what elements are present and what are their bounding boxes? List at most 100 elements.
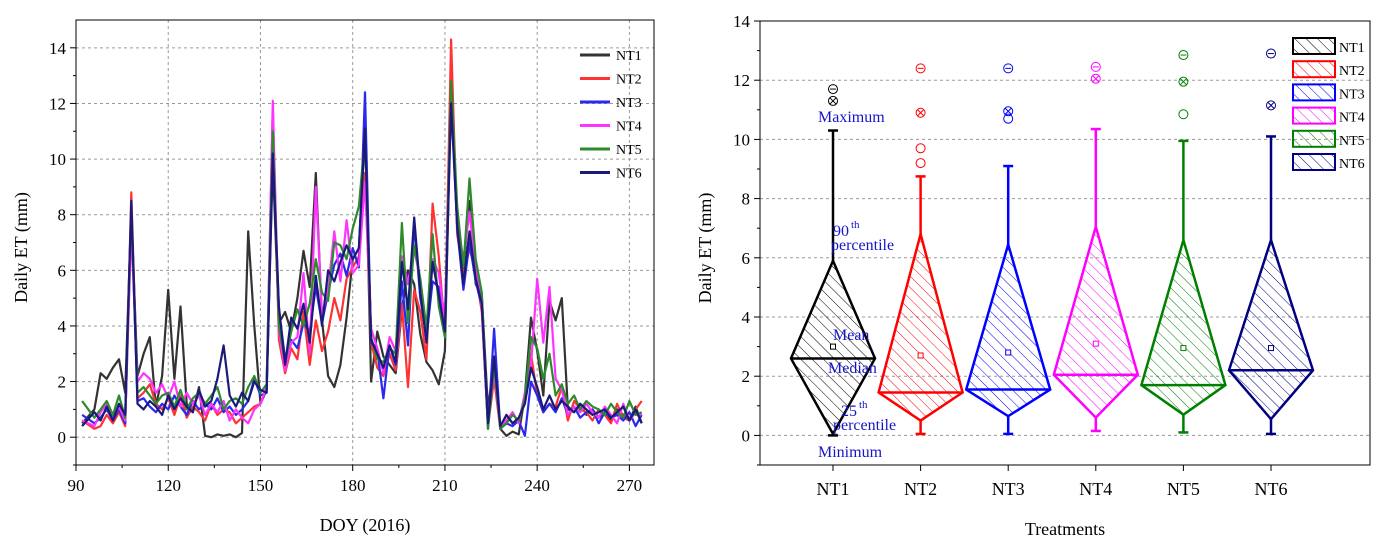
- y-tick-label: 0: [742, 426, 751, 445]
- outlier-point-nt6: [1266, 100, 1276, 111]
- outlier-point-nt1: [828, 95, 838, 106]
- legend-label-nt3: NT3: [616, 96, 642, 111]
- legend-label-nt5: NT5: [616, 143, 642, 158]
- x-axis-label: Treatments: [1025, 519, 1105, 539]
- outlier-mark: [1180, 78, 1187, 86]
- x-tick-label: 240: [524, 476, 550, 495]
- outlier-point-nt5: [1178, 76, 1189, 87]
- x-tick-label: NT2: [904, 479, 937, 499]
- mean-marker-nt4: [1092, 340, 1099, 347]
- legend-swatch-nt5: [1292, 129, 1336, 148]
- plot-frame: [759, 20, 1371, 466]
- legend-label-nt6: NT6: [616, 167, 642, 182]
- outlier-point-nt3: [1003, 106, 1014, 117]
- outlier-mark: [1092, 75, 1100, 83]
- diamond-box-nt4: [1052, 222, 1140, 420]
- diamond-box-nt3: [964, 239, 1052, 418]
- x-tick-label: 180: [340, 476, 366, 495]
- diamond-box-nt2: [877, 229, 965, 423]
- outlier-point-nt1: [828, 84, 838, 95]
- series-line-nt4: [81, 99, 643, 428]
- y-tick-label: 8: [58, 206, 67, 225]
- outlier-point-nt4: [1090, 61, 1101, 72]
- y-axis-label: Daily ET (mm): [11, 192, 32, 303]
- x-tick-label: NT5: [1167, 479, 1200, 499]
- legend-swatch-nt2: [1292, 60, 1336, 79]
- annotation-25th-word: percentile: [833, 417, 896, 434]
- y-tick-label: 10: [733, 130, 750, 149]
- outlier-point-nt2: [915, 143, 926, 154]
- annotation-median: Median: [828, 360, 877, 377]
- x-tick-label: 90: [68, 476, 85, 495]
- annotation-90th-sup: th: [851, 219, 860, 231]
- annotation-minimum: Minimum: [818, 444, 883, 461]
- annotation-25th-sup: th: [859, 399, 868, 411]
- right-box-chart: NT1 NT2 NT3 NT4 NT5 NT6 0 2 4 6 8 10 12 14 Treatments D…: [695, 12, 1371, 539]
- x-tick-label: 150: [248, 476, 274, 495]
- mean-marker-nt3: [1005, 349, 1012, 356]
- y-tick-label: 2: [742, 367, 751, 386]
- legend-swatch-nt6: [1292, 153, 1336, 171]
- legend-label-nt5: NT5: [1339, 134, 1365, 149]
- x-tick-label: 270: [617, 476, 643, 495]
- y-tick-label: 12: [49, 94, 66, 113]
- annotation-25th: 25: [841, 403, 857, 420]
- y-tick-label: 14: [49, 39, 67, 58]
- y-tick-label: 2: [58, 373, 67, 392]
- outlier-point-nt6: [1266, 48, 1276, 59]
- legend-swatch-nt4: [1292, 106, 1336, 125]
- y-tick-label: 4: [58, 317, 67, 336]
- y-tick-label: 12: [733, 71, 750, 90]
- y-tick-label: 10: [49, 150, 66, 169]
- series-line-nt5: [81, 80, 643, 430]
- outlier-point-nt3: [1003, 113, 1014, 124]
- legend-label-nt4: NT4: [616, 120, 642, 135]
- legend-label-nt3: NT3: [1339, 87, 1365, 102]
- mean-marker-nt5: [1180, 345, 1187, 352]
- y-tick-label: 4: [742, 308, 751, 327]
- legend-label-nt2: NT2: [1339, 64, 1365, 79]
- mean-marker-nt6: [1268, 345, 1274, 352]
- outlier-mark: [829, 97, 837, 105]
- legend-label-nt1: NT1: [1339, 41, 1365, 56]
- outlier-mark: [1004, 107, 1012, 115]
- legend-label-nt6: NT6: [1339, 157, 1365, 172]
- outlier-point-nt2: [915, 158, 926, 169]
- x-tick-label: 210: [432, 476, 458, 495]
- outlier-point-nt5: [1178, 50, 1189, 61]
- legend-label-nt1: NT1: [616, 49, 642, 64]
- y-tick-label: 6: [742, 249, 751, 268]
- mean-marker-nt2: [917, 352, 924, 359]
- outlier-mark: [1267, 102, 1275, 109]
- legend-label-nt4: NT4: [1339, 111, 1365, 126]
- mean-marker-nt1: [830, 343, 836, 350]
- legend-label-nt2: NT2: [616, 73, 642, 88]
- annotation-90th-word: percentile: [831, 237, 894, 254]
- x-tick-label: NT3: [992, 479, 1025, 499]
- diamond-box-nt5: [1139, 235, 1227, 417]
- outlier-point-nt2: [915, 107, 926, 118]
- x-tick-label: NT4: [1079, 479, 1112, 499]
- left-line-chart: 90 120 150 180 210 240 270 0 2 4 6 8 10 12 14 DOY (2016…: [11, 19, 655, 536]
- outlier-mark: [917, 109, 924, 117]
- y-axis-label: Daily ET (mm): [695, 193, 716, 304]
- series-line-nt6: [81, 102, 643, 428]
- y-tick-label: 8: [742, 190, 751, 209]
- annotation-mean: Mean: [833, 327, 869, 344]
- outlier-point-nt2: [915, 63, 926, 74]
- legend-swatch-nt1: [1292, 37, 1336, 55]
- x-tick-label: NT6: [1255, 479, 1288, 499]
- outlier-point-nt3: [1003, 63, 1014, 74]
- y-tick-label: 6: [58, 261, 67, 280]
- y-tick-label: 14: [733, 12, 751, 31]
- annotation-90th: 90: [833, 223, 849, 240]
- x-tick-label: 120: [155, 476, 181, 495]
- outlier-point-nt4: [1090, 73, 1101, 84]
- y-tick-label: 0: [58, 428, 67, 447]
- annotation-maximum: Maximum: [818, 109, 885, 126]
- legend-swatch-nt3: [1292, 83, 1336, 102]
- diamond-box-nt6: [1227, 235, 1315, 422]
- outlier-point-nt5: [1178, 109, 1189, 120]
- x-axis-label: DOY (2016): [320, 515, 411, 536]
